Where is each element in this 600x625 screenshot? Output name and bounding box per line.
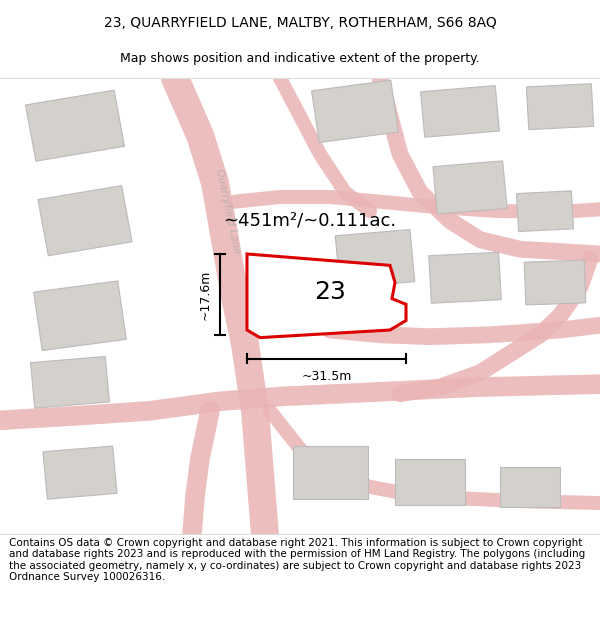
Bar — [335, 229, 415, 288]
Text: Contains OS data © Crown copyright and database right 2021. This information is : Contains OS data © Crown copyright and d… — [9, 538, 585, 582]
Bar — [395, 459, 465, 505]
Polygon shape — [247, 254, 406, 338]
Bar — [34, 281, 127, 351]
Bar — [43, 446, 117, 499]
Bar — [524, 260, 586, 305]
Bar — [311, 80, 398, 142]
Bar — [31, 356, 109, 408]
Bar — [293, 446, 367, 499]
Bar — [433, 161, 507, 214]
Text: Map shows position and indicative extent of the property.: Map shows position and indicative extent… — [120, 52, 480, 65]
Bar — [38, 186, 132, 256]
Text: ~451m²/~0.111ac.: ~451m²/~0.111ac. — [223, 212, 397, 230]
Text: 23: 23 — [314, 280, 346, 304]
Text: ~17.6m: ~17.6m — [199, 269, 212, 319]
Bar — [526, 84, 593, 129]
Text: 23, QUARRYFIELD LANE, MALTBY, ROTHERHAM, S66 8AQ: 23, QUARRYFIELD LANE, MALTBY, ROTHERHAM,… — [104, 16, 496, 31]
Bar — [421, 86, 499, 138]
Bar — [429, 253, 501, 303]
Bar — [500, 467, 560, 507]
Text: ~31.5m: ~31.5m — [301, 370, 352, 383]
Bar — [517, 191, 574, 231]
Text: Quarryfield Lane: Quarryfield Lane — [214, 168, 242, 254]
Bar — [25, 90, 125, 161]
Bar — [272, 271, 347, 323]
